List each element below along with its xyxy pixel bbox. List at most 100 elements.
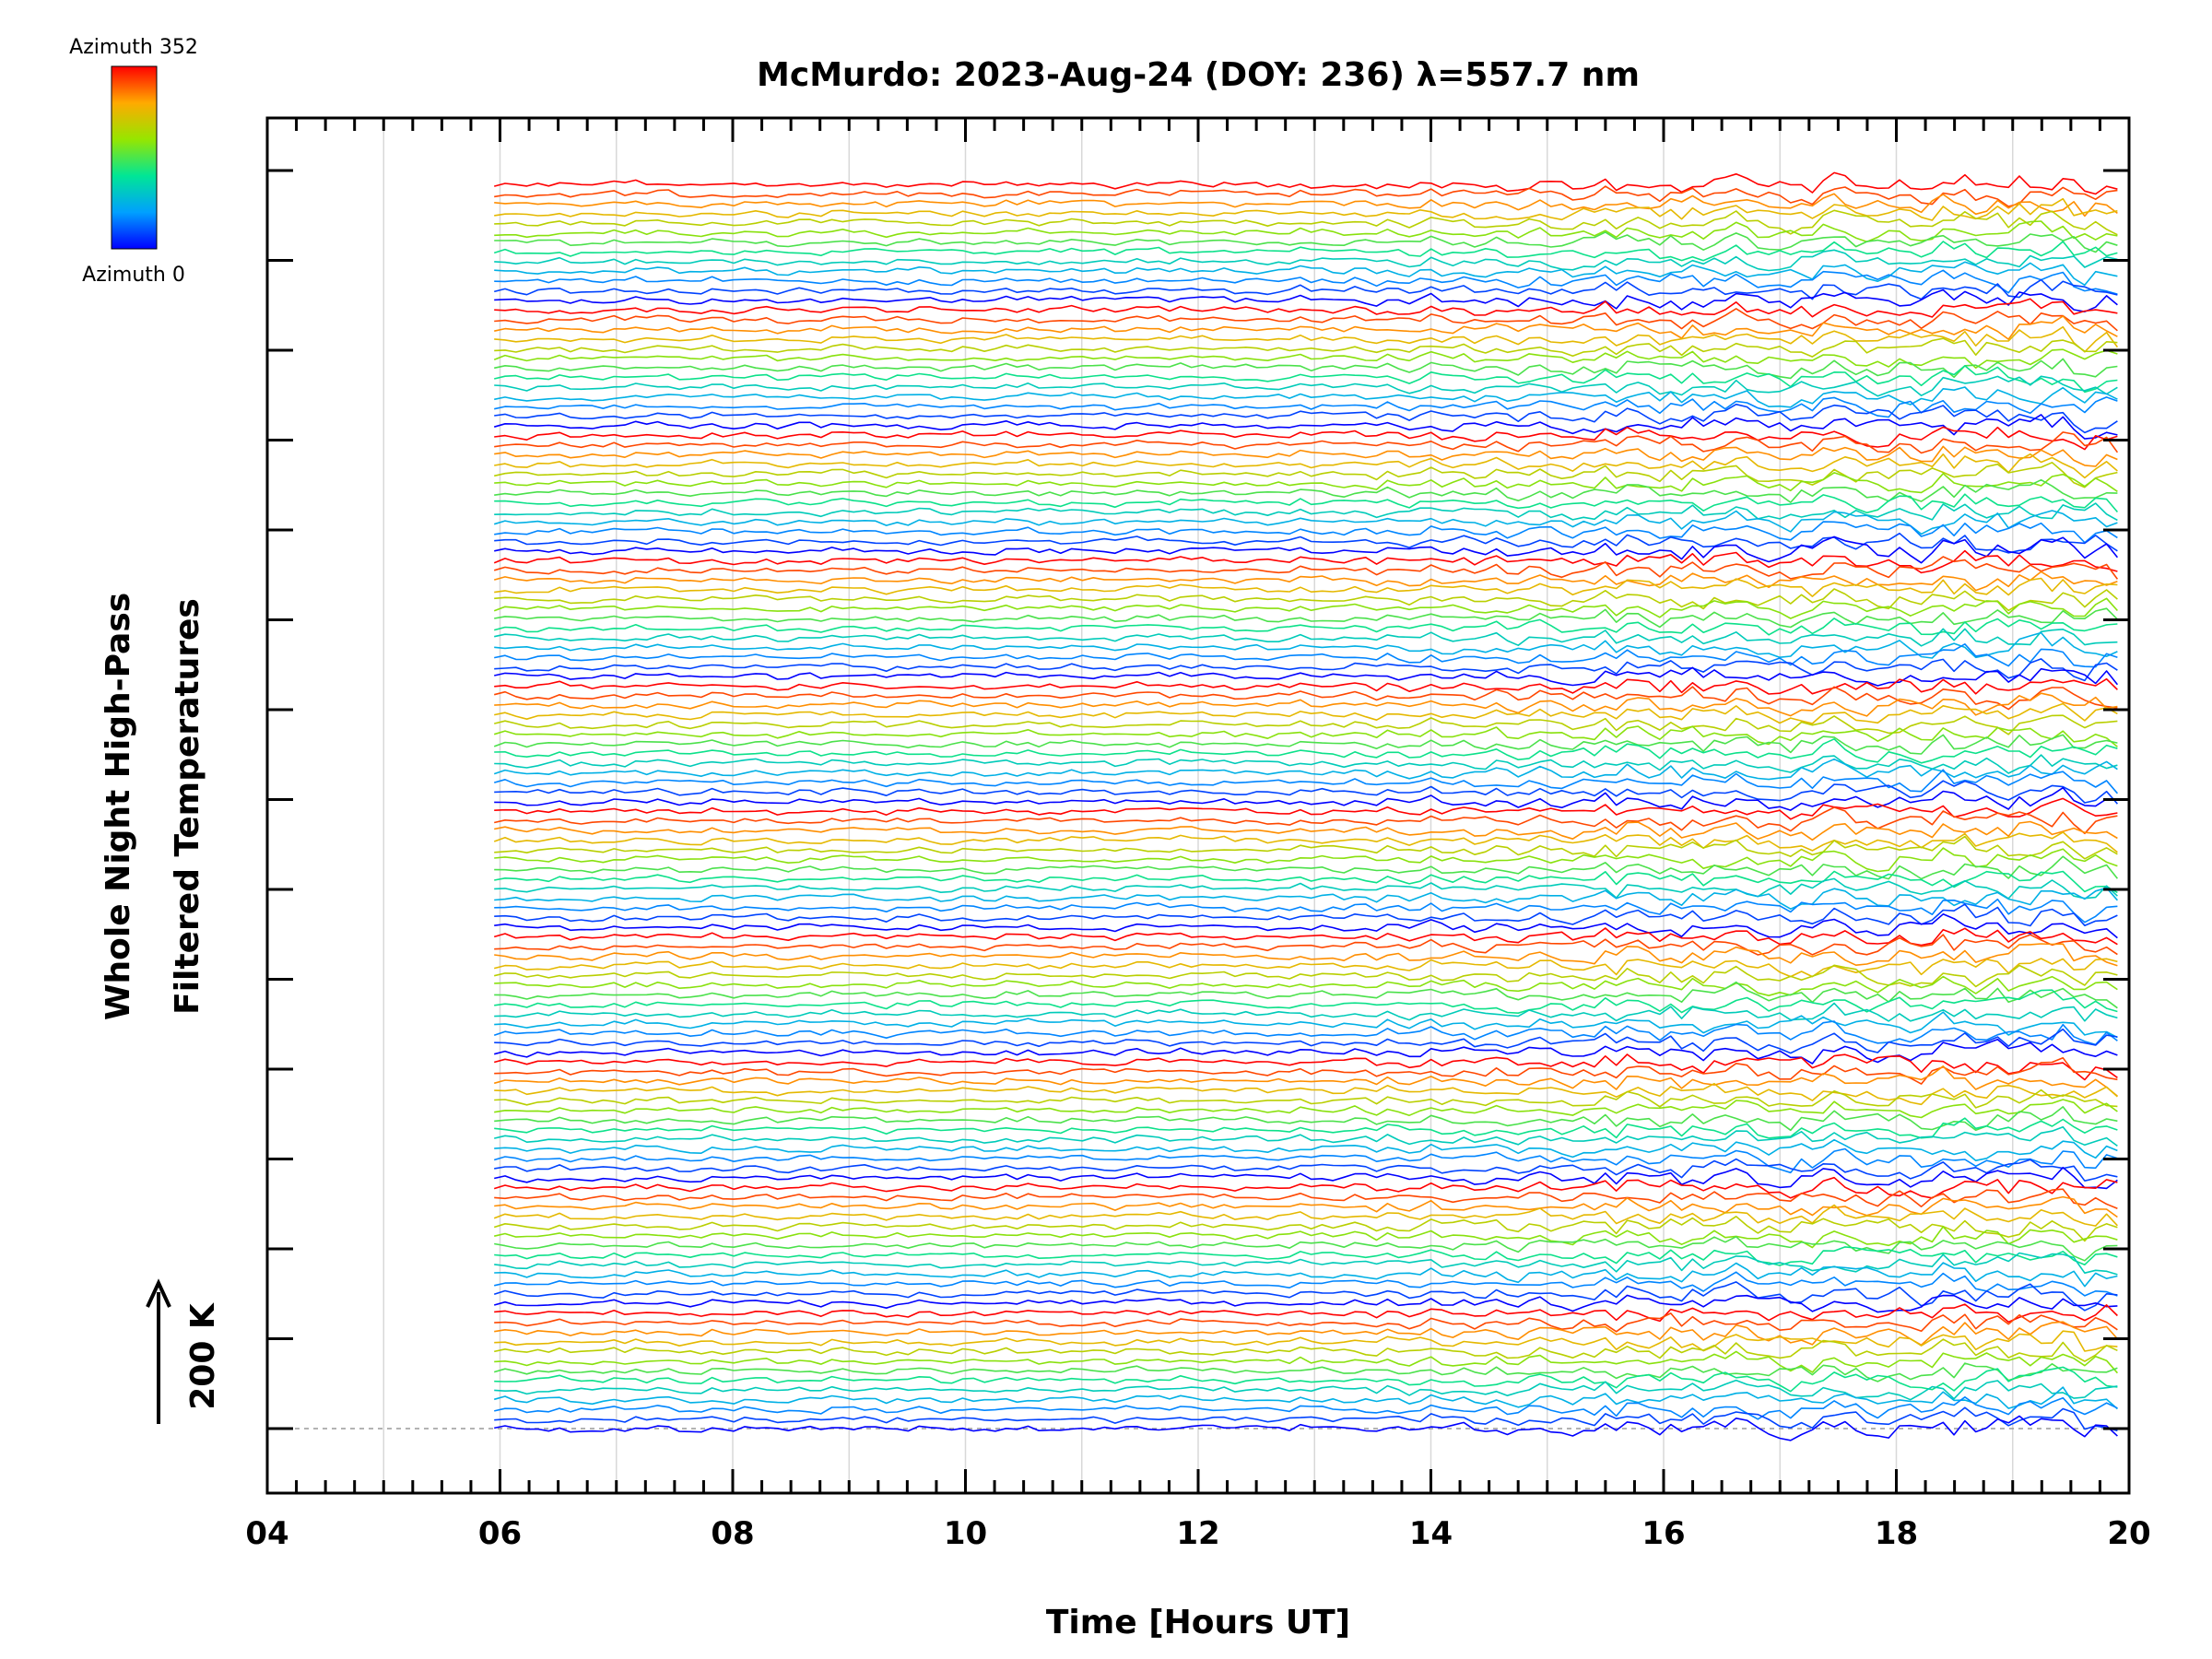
series-line (494, 1330, 2118, 1352)
series-line (494, 502, 2118, 522)
x-tick-label: 10 (944, 1515, 987, 1552)
colorbar-top-label: Azimuth 352 (69, 36, 198, 59)
series-line (494, 887, 2119, 911)
series-line (494, 780, 2119, 805)
series-line (494, 847, 2118, 873)
series-line (494, 577, 2118, 597)
series-line (494, 686, 2118, 711)
series-line (494, 870, 2118, 894)
x-tick-label: 06 (478, 1515, 522, 1552)
series-line (494, 943, 2118, 967)
series-line (494, 325, 2119, 353)
scale-bar: 200 K (146, 1278, 222, 1424)
series-line (493, 1065, 2118, 1097)
series-line (494, 269, 2118, 295)
series-line (494, 797, 2118, 820)
x-tick-labels: 04 06 08 10 12 14 16 18 20 (245, 1515, 2150, 1552)
x-tick-label: 16 (1641, 1515, 1685, 1552)
series-line (493, 556, 2119, 580)
series-line (494, 386, 2118, 408)
series-line (494, 472, 2118, 494)
series-line (494, 1106, 2118, 1132)
series-line (494, 964, 2118, 988)
series-line (493, 597, 2118, 619)
series-line (494, 1158, 2118, 1182)
series-line (494, 877, 2118, 900)
series-line (493, 1176, 2118, 1199)
series-line (494, 298, 2118, 318)
series-line (493, 171, 2118, 195)
series-line (494, 1379, 2118, 1401)
series-line (494, 855, 2119, 880)
series-line (493, 734, 2118, 755)
series-line (494, 532, 2118, 554)
series-line (493, 1294, 2118, 1313)
series-line (493, 1039, 2118, 1065)
series-line (493, 618, 2118, 636)
series-line (494, 308, 2118, 332)
series-line (494, 1236, 2118, 1262)
series-line (493, 1204, 2118, 1227)
series-line (494, 975, 2118, 996)
series-line (494, 1028, 2118, 1054)
series-line (494, 396, 2118, 418)
series-line (494, 1117, 2118, 1139)
series-line (493, 1216, 2118, 1242)
series-line (494, 1188, 2118, 1210)
series-line (494, 1002, 2118, 1022)
y-axis-label-line2: Filtered Temperatures (169, 598, 206, 1015)
series-line (494, 1271, 2118, 1297)
series-line (494, 1166, 2118, 1190)
series-line (494, 521, 2118, 544)
series-line (494, 1366, 2118, 1393)
series-line (494, 1396, 2118, 1420)
x-tick-label: 12 (1176, 1515, 1219, 1552)
y-axis-label-line1: Whole Night High-Pass (100, 593, 137, 1020)
x-tick-label: 08 (711, 1515, 754, 1552)
series-line (494, 912, 2118, 939)
series-line (494, 185, 2118, 207)
series-line (494, 375, 2118, 397)
series-line (494, 989, 2118, 1014)
series-line (494, 607, 2118, 629)
x-tick-label: 20 (2107, 1515, 2150, 1552)
series-line (494, 835, 2118, 860)
series-line (494, 642, 2118, 668)
series-line (494, 1312, 2118, 1333)
series-line (494, 806, 2118, 835)
scale-bar-label: 200 K (184, 1302, 222, 1410)
series-line (493, 1281, 2118, 1312)
x-tick-label: 04 (245, 1515, 288, 1552)
x-tick-label: 14 (1409, 1515, 1453, 1552)
series-line (494, 288, 2118, 313)
series-line (494, 431, 2119, 454)
x-tick-label: 18 (1875, 1515, 1918, 1552)
series-line (493, 1147, 2118, 1174)
series-line (494, 754, 2118, 774)
series-line (493, 348, 2118, 370)
series-line (494, 1099, 2118, 1119)
series-line (494, 981, 2118, 1009)
series-line (493, 1020, 2118, 1046)
azimuth-colorbar: Azimuth 352 Azimuth 0 (69, 36, 198, 287)
series-line (494, 666, 2119, 687)
series-line (494, 403, 2118, 434)
series-line (494, 220, 2118, 243)
series-line (494, 445, 2118, 467)
series-line (494, 1246, 2118, 1266)
series-line (494, 628, 2118, 647)
series-line (494, 1088, 2118, 1109)
series-line (493, 769, 2119, 794)
series-line (493, 927, 2118, 947)
series-line (494, 658, 2118, 682)
series-line (494, 1415, 2118, 1441)
series-line (494, 1406, 2118, 1432)
series-line (494, 365, 2118, 394)
series-line (494, 426, 2118, 451)
series-lines (493, 171, 2119, 1441)
colorbar-gradient (111, 65, 158, 250)
series-line (494, 535, 2119, 564)
series-line (494, 1195, 2118, 1218)
series-line (494, 1303, 2118, 1324)
